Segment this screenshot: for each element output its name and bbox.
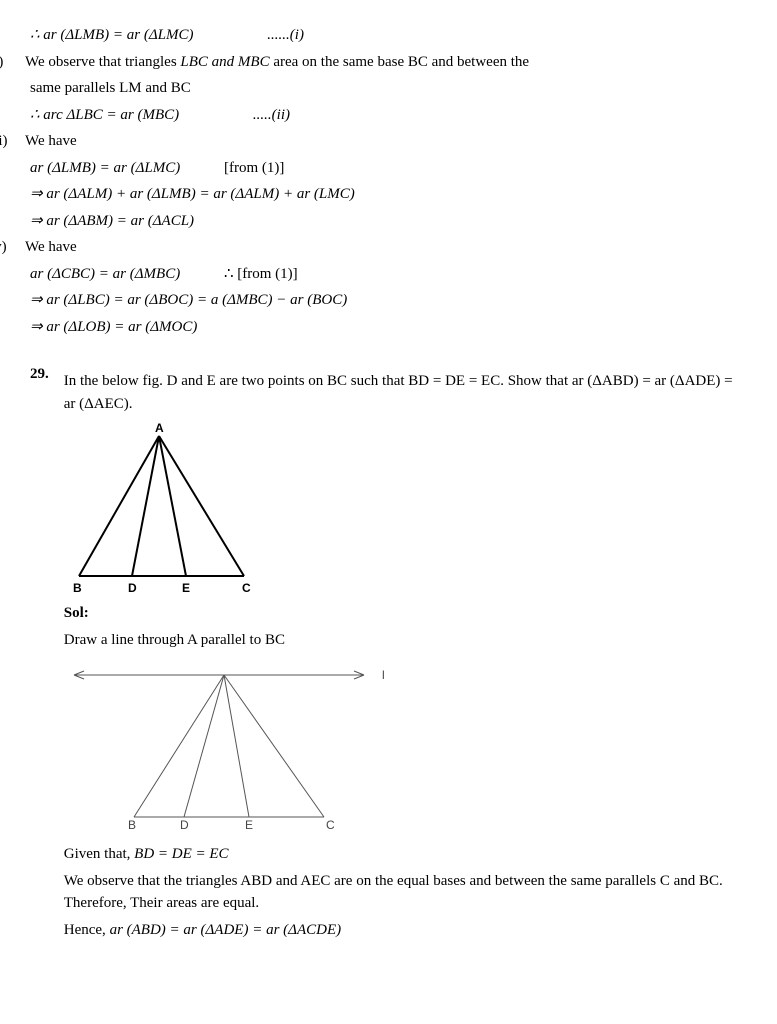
iv-eq1: ar (ΔCBC) = ar (ΔMBC) ∴ [from (1)]: [30, 263, 747, 286]
svg-text:C: C: [242, 581, 251, 595]
figure-triangle-2: B D E Cl: [64, 657, 404, 837]
marker-ii: (ii): [0, 51, 25, 74]
svg-text:E: E: [182, 581, 190, 595]
marker-iv: (iv): [0, 236, 25, 259]
svg-text:E: E: [245, 818, 253, 832]
iii-eq3: ⇒ ar (ΔABM) = ar (ΔACL): [30, 210, 747, 233]
svg-text:B: B: [128, 818, 136, 832]
eq-ii-ref: .....(ii): [253, 104, 290, 127]
svg-text:D: D: [128, 581, 137, 595]
iii-eq2: ⇒ ar (ΔALM) + ar (ΔLMB) = ar (ΔALM) + ar…: [30, 183, 747, 206]
svg-text:C: C: [326, 818, 335, 832]
svg-text:A: A: [155, 421, 164, 435]
obs-line: We observe that the triangles ABD and AE…: [64, 870, 744, 915]
iv-eq3: ⇒ ar (ΔLOB) = ar (ΔMOC): [30, 316, 747, 339]
eq-i-math: ∴ ar (ΔLMB) = ar (ΔLMC): [30, 27, 194, 43]
item-ii: (ii) We observe that triangles LBC and M…: [30, 51, 747, 74]
question-29: 29. In the below fig. D and E are two po…: [30, 366, 747, 945]
svg-text:D: D: [180, 818, 189, 832]
item-iii: (iii) We have: [30, 130, 747, 153]
q29-text: In the below fig. D and E are two points…: [64, 370, 744, 415]
marker-iii: (iii): [0, 130, 25, 153]
q29-number: 29.: [30, 366, 60, 383]
svg-text:B: B: [73, 581, 82, 595]
ii-line2: same parallels LM and BC: [30, 77, 747, 100]
given-line: Given that, BD = DE = EC: [64, 843, 744, 866]
eq-i-ref: ......(i): [267, 24, 304, 47]
hence-line: Hence, ar (ABD) = ar (ΔADE) = ar (ΔACDE): [64, 919, 744, 942]
iv-text1: We have: [25, 236, 77, 259]
eq-i: ∴ ar (ΔLMB) = ar (ΔLMC) ......(i): [30, 24, 747, 47]
svg-text:l: l: [382, 668, 385, 682]
item-iv: (iv) We have: [30, 236, 747, 259]
sol-label: Sol:: [64, 605, 89, 621]
iii-text1: We have: [25, 130, 77, 153]
eq-ii: ∴ arc ΔLBC = ar (MBC) .....(ii): [30, 104, 747, 127]
eq-ii-math: ∴ arc ΔLBC = ar (MBC): [30, 107, 179, 123]
iii-eq1: ar (ΔLMB) = ar (ΔLMC) [from (1)]: [30, 157, 747, 180]
figure-triangle-1: A B D E C: [64, 421, 264, 596]
sol-line1: Draw a line through A parallel to BC: [64, 629, 744, 652]
iv-eq2: ⇒ ar (ΔLBC) = ar (ΔBOC) = a (ΔMBC) − ar …: [30, 289, 747, 312]
ii-line1: We observe that triangles LBC and MBC ar…: [25, 51, 529, 74]
